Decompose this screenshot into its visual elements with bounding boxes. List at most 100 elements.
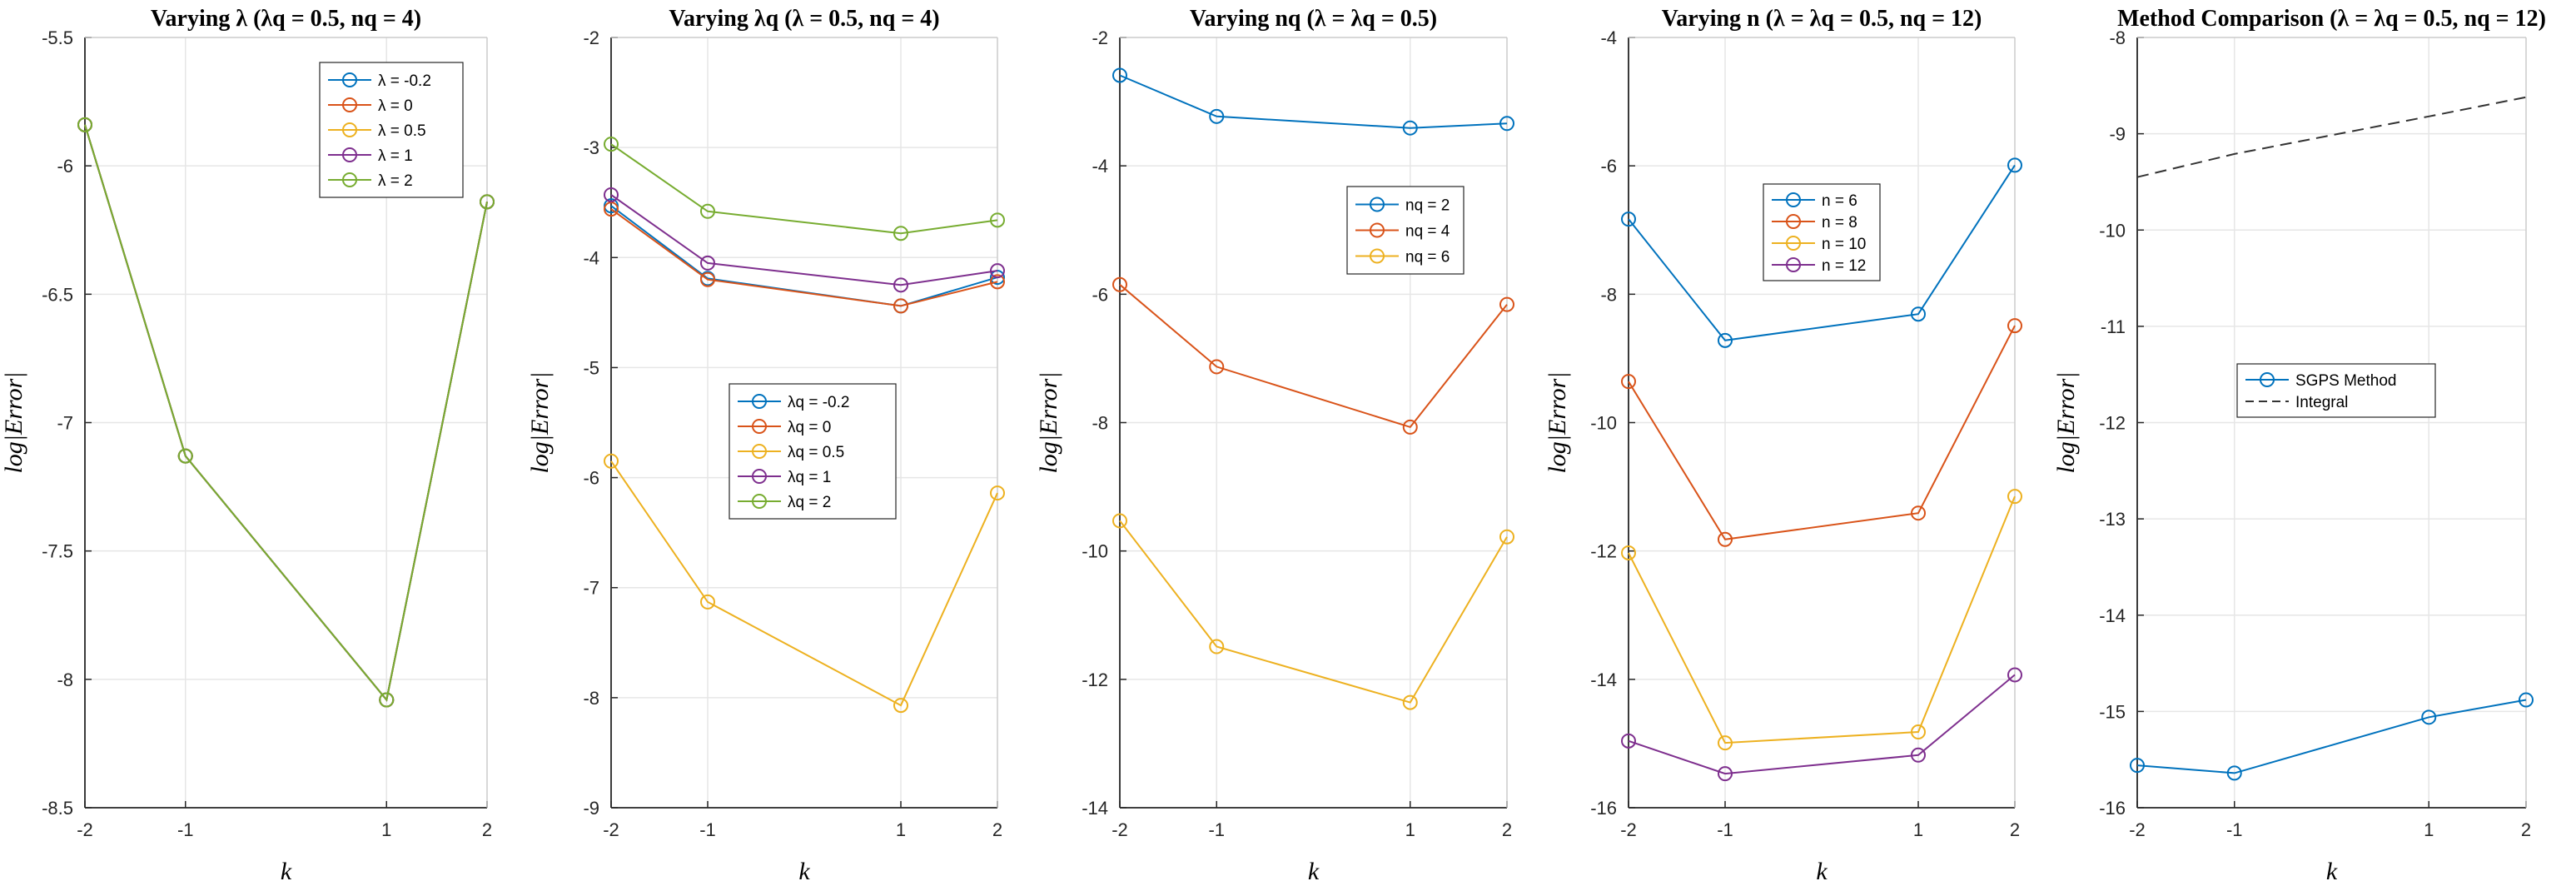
y-tick-label: -9 <box>2109 124 2126 145</box>
y-tick-label: -8 <box>1092 413 1108 434</box>
x-tick-label: -1 <box>2226 819 2243 840</box>
x-tick-label: -1 <box>1717 819 1733 840</box>
x-axis-label: k <box>1816 858 1828 885</box>
series-line <box>610 460 998 707</box>
series-1 <box>1112 67 1514 136</box>
data-point <box>379 692 395 708</box>
data-point <box>1718 766 1733 782</box>
y-tick-label: -14 <box>1082 798 1108 819</box>
y-tick-label: -8 <box>57 669 73 690</box>
series-line <box>1628 325 2016 540</box>
legend-marker <box>752 444 767 459</box>
y-tick-label: -12 <box>1082 669 1108 690</box>
data-point <box>1209 108 1225 124</box>
legend-marker <box>1786 214 1801 229</box>
x-axis-label: k <box>798 858 810 885</box>
data-point <box>990 274 1005 290</box>
legend-box <box>2236 363 2436 418</box>
series-2 <box>604 202 1005 314</box>
y-tick-label: -3 <box>583 137 599 158</box>
legend: nq = 2 nq = 4 nq = 6 <box>1346 186 1465 275</box>
data-point <box>1402 694 1418 710</box>
data-point <box>990 270 1005 286</box>
data-point <box>700 255 715 271</box>
data-point <box>893 698 908 714</box>
x-tick-label: 1 <box>1913 819 1923 840</box>
x-tick-label: 2 <box>1502 819 1512 840</box>
series-line <box>610 194 998 286</box>
chart-2: -9 -8 -7 -6 -5 -4 -3 -2 -2 -1 1 2 Varying λq (λ = 0.… <box>526 6 1005 885</box>
legend-label: λq = 1 <box>788 469 831 486</box>
data-point <box>2226 765 2242 781</box>
x-tick-label: -2 <box>1111 819 1128 840</box>
data-point <box>893 277 908 293</box>
legend-label: Integral <box>2295 394 2348 411</box>
data-point <box>480 194 495 210</box>
legend-label: n = 8 <box>1822 214 1857 231</box>
chart-title: Varying λ (λq = 0.5, nq = 4) <box>151 6 421 32</box>
x-tick-label: -1 <box>1208 819 1225 840</box>
y-tick-label: -8 <box>583 688 599 709</box>
data-point <box>893 298 908 314</box>
data-point <box>2130 758 2145 774</box>
legend-marker <box>342 97 357 112</box>
y-tick-label: -4 <box>583 247 599 268</box>
y-tick-label: -8 <box>1600 284 1617 305</box>
legend-marker <box>752 469 767 484</box>
legend-marker <box>342 172 357 187</box>
x-tick-label: -1 <box>699 819 716 840</box>
data-point <box>1499 116 1514 132</box>
data-point <box>1499 529 1514 545</box>
data-point <box>990 263 1005 279</box>
y-axis-label: log|Error| <box>0 371 27 473</box>
data-point <box>1209 359 1225 375</box>
data-point <box>1911 505 1926 521</box>
data-point <box>604 137 619 152</box>
y-tick-label: -13 <box>2099 509 2126 530</box>
y-tick-label: -16 <box>1590 798 1617 819</box>
legend: SGPS Method Integral <box>2236 363 2436 418</box>
legend-label: nq = 4 <box>1405 223 1450 241</box>
legend-label: nq = 6 <box>1405 249 1450 266</box>
x-axis-label: k <box>281 858 292 885</box>
x-tick-label: -2 <box>1620 819 1637 840</box>
legend-label: nq = 2 <box>1405 197 1450 215</box>
x-tick-label: 2 <box>482 819 492 840</box>
data-point <box>1112 276 1127 292</box>
y-tick-label: -12 <box>1590 541 1617 562</box>
y-tick-label: -10 <box>1082 541 1108 562</box>
data-point <box>177 448 193 464</box>
data-point <box>1621 733 1636 749</box>
y-axis-label: log|Error| <box>2052 371 2080 473</box>
x-axis-label: k <box>2326 858 2338 885</box>
y-tick-label: -9 <box>583 798 599 819</box>
y-tick-label: -6 <box>1092 284 1108 305</box>
x-tick-label: 2 <box>2521 819 2531 840</box>
y-tick-label: -6 <box>1600 156 1617 177</box>
series-line <box>1119 74 1508 129</box>
legend-marker <box>1786 192 1801 207</box>
legend-marker <box>1786 236 1801 251</box>
legend-marker <box>752 394 767 409</box>
legend: λq = -0.2 λq = 0 λq = 0.5 λq = 1 λq = 2 <box>729 383 897 520</box>
legend-marker <box>342 72 357 87</box>
data-point <box>1621 545 1636 560</box>
x-tick-label: -2 <box>603 819 619 840</box>
data-point <box>1499 296 1514 312</box>
y-axis-label: log|Error| <box>1035 371 1062 473</box>
data-point <box>2007 667 2022 683</box>
x-tick-label: -1 <box>177 819 194 840</box>
y-tick-label: -6 <box>583 468 599 489</box>
series-line <box>1628 495 2016 744</box>
data-point <box>604 187 619 202</box>
series-line <box>1119 284 1508 429</box>
series-5 <box>77 117 495 708</box>
chart-4: -16 -14 -12 -10 -8 -6 -4 -2 -1 1 2 Varying n (λ = λ… <box>1544 6 2022 885</box>
y-tick-label: -10 <box>2099 220 2126 241</box>
y-tick-label: -4 <box>1600 27 1617 48</box>
y-tick-label: -15 <box>2099 701 2126 722</box>
data-point <box>1621 374 1636 390</box>
x-axis-label: k <box>1308 858 1320 885</box>
legend-marker <box>752 419 767 434</box>
y-tick-label: -7 <box>583 578 599 599</box>
